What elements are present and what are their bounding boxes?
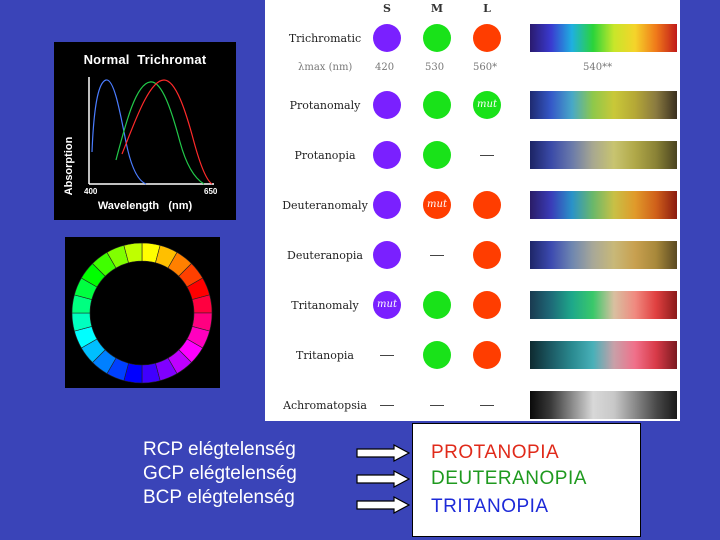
- cone-dot: [373, 24, 401, 52]
- lambda-m: 530: [425, 62, 445, 73]
- cone-dot: mut: [423, 191, 451, 219]
- spectrum-bar: [530, 241, 677, 269]
- chart-tick-max: 650: [204, 187, 218, 196]
- chart-title: Normal Trichromat: [83, 52, 207, 67]
- cone-dot: [473, 24, 501, 52]
- cone-dot: [473, 341, 501, 369]
- no-cone-dash: [480, 405, 494, 406]
- row-label: Achromatopsia: [283, 399, 367, 412]
- lambda-s: 420: [375, 62, 395, 73]
- wheel-segment: [123, 242, 143, 264]
- cone-dot: [373, 241, 401, 269]
- mutant-label: mut: [477, 99, 497, 110]
- row-label: Deuteranopia: [287, 249, 363, 262]
- deficit-list: RCP elégtelenség GCP elégtelenség BCP el…: [143, 438, 297, 510]
- spectrum-bar: [530, 191, 677, 219]
- cone-dot: [423, 141, 451, 169]
- no-cone-dash: [430, 255, 444, 256]
- row-label: Protanopia: [294, 149, 356, 162]
- spectrum-bar: [530, 24, 677, 52]
- no-cone-dash: [380, 355, 394, 356]
- arrow-icon: [356, 444, 410, 462]
- cone-dot: [423, 341, 451, 369]
- cone-dot: [473, 191, 501, 219]
- cone-dot: [423, 291, 451, 319]
- row-label: Tritanomaly: [291, 299, 359, 312]
- deficit-item: RCP elégtelenség: [143, 439, 296, 460]
- chart-xlabel: Wavelength (nm): [97, 200, 193, 212]
- spectrum-bar: [530, 141, 677, 169]
- m-cone-curve: [115, 81, 205, 185]
- chart-tick-min: 400: [84, 187, 98, 196]
- color-wheel: [65, 237, 220, 388]
- cone-dot: [473, 241, 501, 269]
- spectrum-bar: [530, 391, 677, 419]
- no-cone-dash: [430, 405, 444, 406]
- row-label: Trichromatic: [288, 32, 362, 45]
- header-s: S: [383, 2, 391, 15]
- s-cone-curve: [91, 79, 147, 185]
- cone-dot: mut: [473, 91, 501, 119]
- lambda-l: 560*: [473, 62, 498, 73]
- lambda-max-label: λmax (nm): [298, 62, 353, 73]
- deficit-item: GCP elégtelenség: [143, 463, 297, 484]
- absorption-curves: [88, 77, 214, 185]
- spectrum-bar: [530, 91, 677, 119]
- cone-dot: [423, 91, 451, 119]
- row-label: Tritanopia: [296, 349, 354, 362]
- cone-dot: [373, 91, 401, 119]
- arrow-icon: [356, 496, 410, 514]
- row-label: Protanomaly: [289, 99, 361, 112]
- spectrum-bar: [530, 341, 677, 369]
- answer-box: PROTANOPIA DEUTERANOPIA TRITANOPIA: [412, 423, 641, 537]
- header-m: M: [430, 2, 444, 15]
- header-l: L: [483, 2, 491, 15]
- mutant-label: mut: [427, 199, 447, 210]
- no-cone-dash: [480, 155, 494, 156]
- cone-dot: [373, 141, 401, 169]
- lambda-rod: 540**: [583, 62, 613, 73]
- no-cone-dash: [380, 405, 394, 406]
- answer-deuteranopia: DEUTERANOPIA: [431, 468, 587, 489]
- cone-table: S M L λmax (nm) 420 530 560* 540** Trich…: [265, 0, 680, 421]
- answer-protanopia: PROTANOPIA: [431, 442, 560, 463]
- cone-dot: mut: [373, 291, 401, 319]
- cone-dot: [373, 191, 401, 219]
- mutant-label: mut: [377, 299, 397, 310]
- row-label: Deuteranomaly: [282, 199, 368, 212]
- absorption-chart: Normal Trichromat Absorption 400 650 Wav…: [54, 42, 236, 220]
- cone-dot: [473, 291, 501, 319]
- answer-tritanopia: TRITANOPIA: [431, 496, 549, 517]
- l-cone-curve: [121, 79, 213, 185]
- arrow-icon: [356, 470, 410, 488]
- cone-dot: [423, 24, 451, 52]
- spectrum-bar: [530, 291, 677, 319]
- color-wheel-ring: [71, 242, 213, 384]
- deficit-item: BCP elégtelenség: [143, 487, 295, 508]
